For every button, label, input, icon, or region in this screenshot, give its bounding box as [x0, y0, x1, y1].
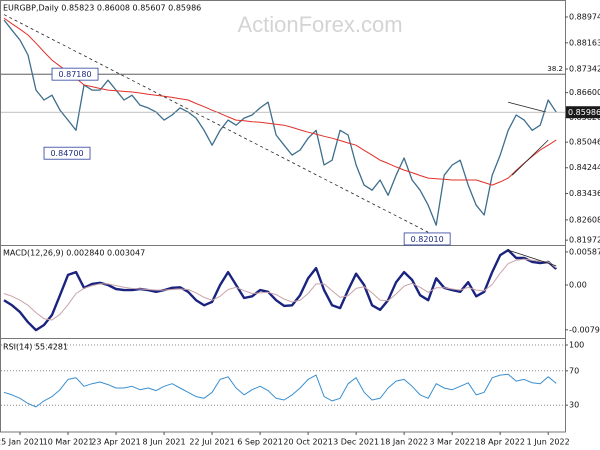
y-tick-label: 0.82608	[569, 215, 600, 224]
x-tick-label: 3 Mar 2022	[429, 438, 475, 447]
y-tick-label: 0.84244	[569, 163, 600, 172]
panel-title: EURGBP,Daily 0.85823 0.86008 0.85607 0.8…	[3, 4, 201, 13]
x-tick-label: 18 Jan 2022	[380, 438, 428, 447]
y-tick-label: 70	[569, 366, 579, 375]
x-tick-label: 3 Dec 2021	[333, 438, 379, 447]
y-tick-label: 0.005872	[569, 247, 600, 256]
series-line	[3, 248, 557, 332]
watermark: ActionForex.com	[237, 12, 402, 37]
x-tick-label: 22 Jul 2021	[189, 438, 234, 447]
trend-line	[508, 101, 547, 113]
x-tick-label: 18 Apr 2022	[475, 438, 524, 447]
y-tick-label: 0.88163	[569, 38, 600, 47]
y-tick-label: 30	[569, 401, 579, 410]
level-label: 0.87180	[58, 70, 91, 79]
level-box	[43, 146, 91, 160]
y-tick-label: 0.87342	[569, 65, 600, 74]
current-price-label: 0.85986	[568, 108, 600, 117]
x-tick-label: 20 Oct 2021	[283, 438, 332, 447]
series-line	[3, 258, 557, 321]
level-label: 0.84700	[50, 149, 83, 158]
rsi-panel	[0, 338, 566, 433]
series-line	[3, 17, 557, 186]
x-tick-label: 8 Jun 2021	[143, 438, 186, 447]
x-tick-label: 6 Sep 2021	[237, 438, 283, 447]
level-label: 0.82010	[411, 235, 444, 244]
level-box	[403, 232, 451, 246]
x-tick-label: 23 Apr 2021	[91, 438, 140, 447]
x-tick-label: 10 Mar 2021	[43, 438, 94, 447]
y-tick-label: -0.007945	[569, 325, 600, 334]
y-tick-label: 0.88974	[569, 12, 600, 21]
x-tick-label: 25 Jan 2021	[0, 438, 44, 447]
y-tick-label: 0.83436	[569, 189, 600, 198]
y-tick-label: 0.81972	[569, 236, 600, 245]
trend-line	[3, 14, 429, 233]
series-line	[3, 19, 557, 226]
trend-line	[508, 249, 557, 267]
x-tick-label: 1 Jun 2022	[527, 438, 570, 447]
fib-label: 38.2	[547, 65, 563, 73]
y-tick-label: 0.86600	[569, 88, 600, 97]
trend-line	[511, 139, 549, 176]
panel-title: MACD(12,26,9) 0.002840 0.003047	[3, 249, 145, 258]
y-tick-label: 0.00	[569, 281, 587, 290]
current-price-box	[566, 106, 600, 119]
y-tick-label: 100	[569, 341, 584, 350]
level-box	[51, 67, 99, 81]
series-line	[3, 373, 557, 408]
y-tick-label: 0.85046	[569, 138, 600, 147]
panel-title: RSI(14) 55.4281	[3, 343, 68, 352]
